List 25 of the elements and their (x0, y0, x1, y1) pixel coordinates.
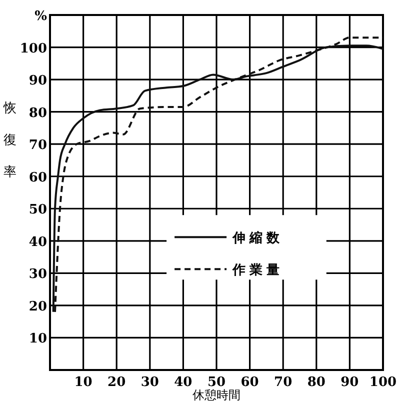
x-tick-label: 10 (74, 375, 92, 390)
y-tick-label: 20 (28, 299, 47, 314)
x-tick-label: 100 (369, 375, 397, 390)
x-axis-title: 休憩時間 (192, 388, 240, 402)
y-tick-label: 70 (28, 138, 47, 154)
x-tick-label: 80 (307, 375, 326, 390)
x-tick-label: 90 (340, 375, 359, 390)
x-tick-label: 70 (274, 375, 292, 390)
y-tick-label: 80 (28, 106, 47, 121)
x-tick-label: 60 (240, 375, 259, 390)
legend-label: 伸縮数 (232, 230, 284, 246)
y-tick-label: 10 (28, 332, 47, 347)
y-tick-label: 50 (28, 202, 47, 218)
y-tick-label: % (34, 9, 48, 24)
x-tick-label: 40 (174, 375, 192, 390)
x-tick-label: 30 (140, 375, 159, 390)
legend-label: 作業量 (232, 263, 284, 278)
y-tick-label: 90 (28, 74, 47, 89)
y-tick-label: 100 (20, 41, 47, 56)
x-tick-label: 50 (207, 375, 226, 390)
y-tick-label: 40 (28, 234, 47, 250)
y-tick-label: 60 (28, 170, 47, 186)
y-tick-label: 30 (28, 267, 47, 282)
text: 恢復率 (4, 100, 16, 180)
x-tick-label: 20 (108, 375, 126, 390)
